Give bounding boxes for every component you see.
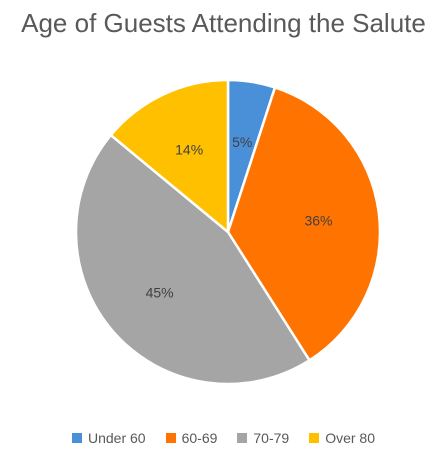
legend-swatch-under-60 — [71, 433, 82, 443]
pie-slice-70-79 — [74, 133, 312, 386]
legend-label-70-79: 70-79 — [253, 430, 290, 446]
legend-swatch-over-80 — [309, 433, 320, 443]
legend-label-60-69: 60-69 — [181, 430, 218, 446]
legend-label-over-80: Over 80 — [325, 430, 376, 446]
legend-swatch-60-69 — [165, 433, 176, 443]
legend-item-under-60: Under 60 — [71, 430, 146, 446]
pie-slice-60-69 — [226, 85, 382, 363]
data-label-over-80: 14% — [175, 141, 203, 157]
legend-item-60-69: 60-69 — [165, 430, 218, 446]
legend-swatch-70-79 — [237, 433, 248, 443]
legend-item-over-80: Over 80 — [309, 430, 375, 446]
legend: Under 60 60-69 70-79 Over 80 — [0, 430, 447, 446]
legend-label-under-60: Under 60 — [87, 430, 146, 446]
legend-item-70-79: 70-79 — [237, 430, 289, 446]
data-label-60-69: 36% — [304, 213, 332, 229]
data-label-70-79: 45% — [146, 284, 174, 300]
pie-slice-over-80 — [109, 78, 230, 235]
chart-title: Age of Guests Attending the Salute — [21, 8, 426, 38]
data-label-under-60: 5% — [232, 134, 252, 150]
